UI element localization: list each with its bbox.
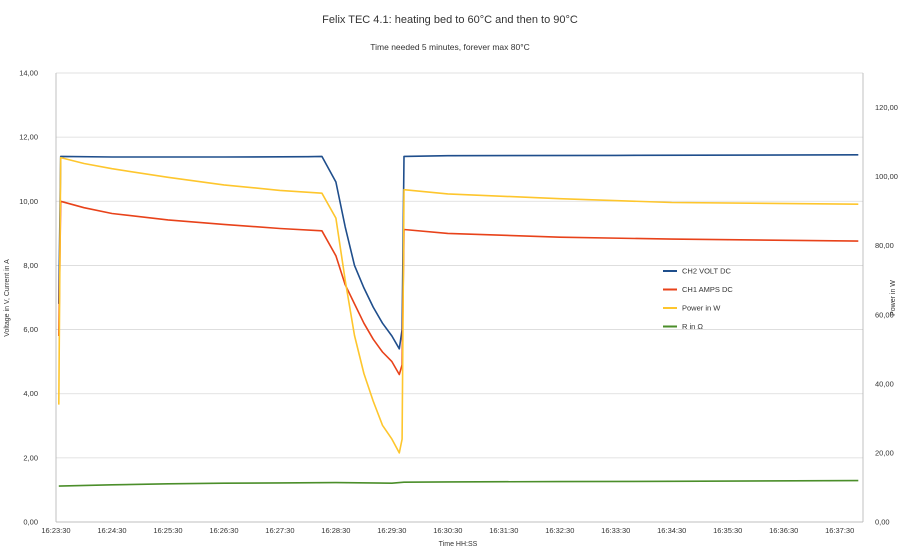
x-tick-label: 16:24:30 <box>97 526 126 535</box>
x-axis-ticks: 16:23:30 16:24:30 16:25:30 16:26:30 16:27:30… <box>41 526 854 535</box>
x-tick-label: 16:27:30 <box>265 526 294 535</box>
legend-label: R in Ω <box>682 322 703 331</box>
y-tick-label: 0,00 <box>23 518 38 527</box>
x-tick-label: 16:30:30 <box>433 526 462 535</box>
y2-tick-label: 0,00 <box>875 518 890 527</box>
chart-subtitle: Time needed 5 minutes, forever max 80°C <box>370 42 529 52</box>
x-tick-label: 16:32:30 <box>545 526 574 535</box>
y-tick-label: 2,00 <box>23 453 38 462</box>
x-tick-label: 16:36:30 <box>769 526 798 535</box>
y2-tick-label: 20,00 <box>875 448 894 457</box>
series-line-r-in <box>58 479 859 487</box>
series-line-ch2-volt-dc <box>58 154 859 350</box>
series-line-power-in-w <box>58 156 859 454</box>
x-tick-label: 16:25:30 <box>153 526 182 535</box>
y-axis-title: Voltage in V, Current in A <box>4 259 11 337</box>
legend: CH2 VOLT DC CH1 AMPS DC Power in W R in Ω <box>663 267 733 331</box>
y2-axis-ticks: 0,00 20,00 40,00 60,00 80,00 100,00 120,00 <box>875 103 898 526</box>
legend-label: CH2 VOLT DC <box>682 267 731 276</box>
y2-axis-title: Power in W <box>890 280 897 316</box>
y2-tick-label: 100,00 <box>875 172 898 181</box>
x-tick-label: 16:31:30 <box>489 526 518 535</box>
y-tick-label: 14,00 <box>19 69 38 78</box>
series-layer <box>58 154 859 487</box>
x-axis-title: Time HH:SS <box>439 541 478 548</box>
series-line-ch1-amps-dc <box>58 200 859 376</box>
x-tick-label: 16:35:30 <box>713 526 742 535</box>
x-tick-label: 16:23:30 <box>41 526 70 535</box>
x-tick-label: 16:29:30 <box>377 526 406 535</box>
y-tick-label: 4,00 <box>23 389 38 398</box>
legend-label: CH1 AMPS DC <box>682 285 733 294</box>
gridlines <box>56 72 863 523</box>
y-tick-label: 10,00 <box>19 197 38 206</box>
x-tick-label: 16:37:30 <box>825 526 854 535</box>
y2-tick-label: 60,00 <box>875 310 894 319</box>
legend-label: Power in W <box>682 304 721 313</box>
y-tick-label: 6,00 <box>23 325 38 334</box>
x-tick-label: 16:28:30 <box>321 526 350 535</box>
x-tick-label: 16:33:30 <box>601 526 630 535</box>
x-tick-label: 16:26:30 <box>209 526 238 535</box>
chart-title: Felix TEC 4.1: heating bed to 60°C and t… <box>322 14 578 26</box>
y-axis-ticks: 0,00 2,00 4,00 6,00 8,00 10,00 12,00 14,00 <box>19 69 38 527</box>
y2-tick-label: 80,00 <box>875 241 894 250</box>
plot-frame <box>55 73 864 523</box>
y-tick-label: 8,00 <box>23 261 38 270</box>
y-tick-label: 12,00 <box>19 133 38 142</box>
y2-tick-label: 120,00 <box>875 103 898 112</box>
y2-tick-label: 40,00 <box>875 379 894 388</box>
x-tick-label: 16:34:30 <box>657 526 686 535</box>
